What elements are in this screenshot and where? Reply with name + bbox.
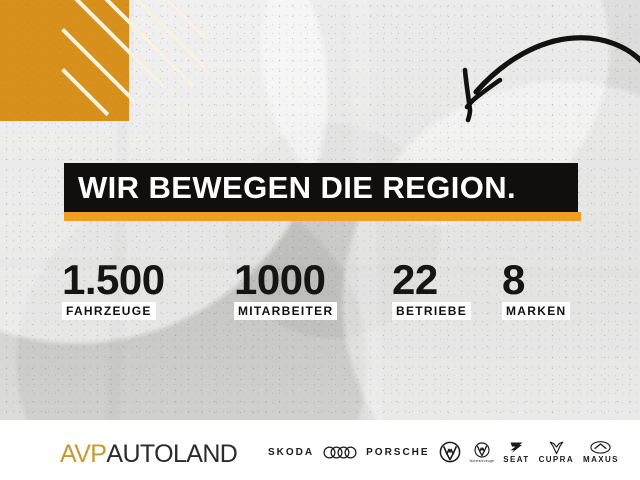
volkswagen-logo: [439, 441, 461, 463]
volkswagen-nutzfahrzeuge-logo: Nutzfahrzeuge: [469, 441, 495, 463]
stat-number: 22: [392, 256, 438, 303]
stat-marken: 8 MARKEN: [502, 256, 571, 320]
stripe-line: [61, 28, 138, 105]
hand-drawn-arrow: [432, 18, 640, 138]
stat-label: FAHRZEUGE: [62, 302, 156, 320]
maxus-wordmark: MAXUS: [583, 454, 619, 464]
volkswagen-nutzfahrzeuge-sublabel: Nutzfahrzeuge: [469, 458, 495, 463]
stat-fahrzeuge: 1.500 FAHRZEUGE: [62, 258, 165, 320]
orange-corner-block: [0, 0, 129, 121]
brand-logo-row: SKODA PORSCHE: [268, 436, 628, 468]
stripe-line: [131, 0, 205, 88]
headline-text: WIR BEWEGEN DIE REGION.: [78, 169, 517, 205]
audi-logo: [323, 445, 357, 459]
stripe-line: [61, 68, 110, 117]
stat-label: MARKEN: [502, 302, 571, 320]
stat-mitarbeiter: 1000 MITARBEITER: [234, 256, 338, 320]
diagonal-stripes-decoration: [0, 0, 205, 125]
footer-bar: [0, 420, 640, 480]
headline-banner: WIR BEWEGEN DIE REGION.: [64, 163, 578, 212]
maxus-logo: MAXUS: [583, 440, 619, 464]
cupra-wordmark: CUPRA: [538, 454, 575, 464]
stat-betriebe: 22 BETRIEBE: [392, 256, 472, 320]
orange-block-texture: [0, 0, 129, 121]
stat-number: 1000: [234, 256, 326, 303]
headline-accent-bar: [64, 212, 581, 221]
stat-number: 8: [502, 256, 525, 303]
avp-autoland-logo: AVP AUTOLAND: [60, 440, 238, 469]
porsche-logo: PORSCHE: [366, 447, 429, 458]
stat-label: MITARBEITER: [234, 302, 338, 320]
statistics-row: 1.500 FAHRZEUGE 1000 MITARBEITER 22 BETR…: [62, 258, 582, 324]
skoda-wordmark: SKODA: [268, 446, 315, 458]
avp-logo-accent: AVP: [60, 440, 107, 468]
stat-label: BETRIEBE: [392, 302, 472, 320]
skoda-logo: SKODA: [268, 447, 314, 458]
avp-logo-text: AUTOLAND: [106, 440, 238, 468]
porsche-wordmark: PORSCHE: [366, 446, 430, 458]
cupra-logo: CUPRA: [539, 441, 574, 464]
stat-number: 1.500: [62, 256, 165, 303]
seat-logo: SEAT: [503, 441, 529, 464]
seat-wordmark: SEAT: [503, 454, 530, 464]
